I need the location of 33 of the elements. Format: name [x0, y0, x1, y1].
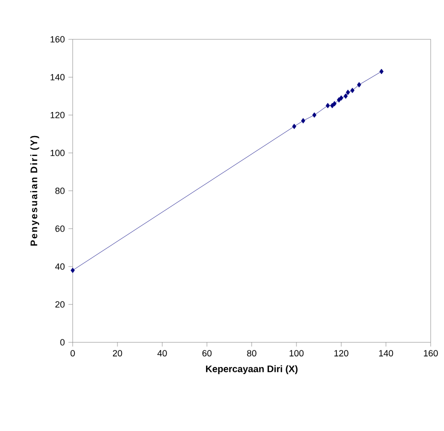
x-tick-label: 80	[247, 350, 256, 356]
point	[332, 100, 337, 106]
x-tick-label: 0	[70, 350, 75, 356]
x-tick-label: 60	[202, 350, 212, 356]
x-tick-label: 160	[424, 350, 438, 356]
point	[312, 112, 316, 118]
point	[70, 268, 75, 274]
point	[344, 93, 348, 99]
x-axis-title: Kepercayaan Diri (X)	[206, 365, 298, 374]
y-tick-label: 160	[50, 36, 65, 42]
x-tick-label: 140	[379, 350, 394, 356]
y-tick-label: 60	[55, 225, 65, 232]
y-axis-title: Penyesuaian Diri (Y)	[30, 136, 40, 246]
point	[357, 82, 362, 88]
point	[330, 102, 334, 108]
point	[346, 90, 350, 96]
y-tick-label: 100	[50, 150, 65, 156]
y-tick-label: 0	[60, 339, 65, 346]
point	[326, 102, 330, 108]
point	[379, 68, 384, 74]
y-tick-label: 120	[50, 112, 65, 118]
x-tick-label: 20	[112, 350, 122, 356]
point	[292, 124, 296, 130]
x-tick-label: 120	[334, 350, 348, 356]
y-tick-label: 20	[55, 301, 65, 308]
y-tick-label: 140	[50, 74, 65, 80]
point	[339, 95, 344, 101]
x-tick-label: 40	[157, 350, 167, 356]
x-tick-label: 100	[290, 350, 304, 356]
point	[301, 118, 306, 124]
y-tick-label: 40	[55, 263, 65, 270]
y-tick-label: 80	[55, 188, 65, 194]
point	[350, 88, 354, 94]
